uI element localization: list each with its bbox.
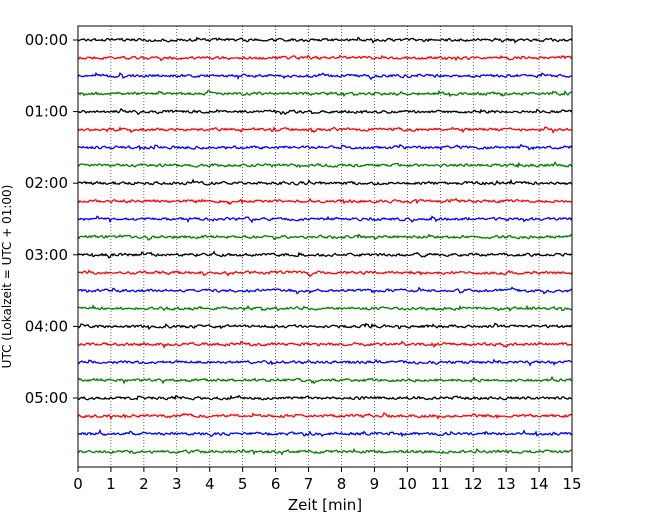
trace-00:30 <box>77 71 573 81</box>
x-axis-label: Zeit [min] <box>288 496 362 514</box>
x-axis-ticks: 0 1 2 3 4 5 6 7 8 9 10 11 12 13 14 15 <box>73 467 582 493</box>
x-tick-label: 14 <box>530 475 549 493</box>
grid-lines <box>110 26 540 467</box>
x-tick-label: 2 <box>139 475 149 493</box>
trace-01:15 <box>77 125 573 134</box>
trace-04:45 <box>77 375 573 385</box>
trace-01:45 <box>77 161 573 169</box>
x-tick-label: 1 <box>106 475 116 493</box>
trace-01:30 <box>77 143 573 152</box>
trace-05:00 <box>77 394 573 401</box>
x-tick-label: 11 <box>431 475 450 493</box>
x-tick-label: 10 <box>398 475 417 493</box>
x-tick-label: 5 <box>238 475 248 493</box>
x-tick-label: 0 <box>73 475 83 493</box>
trace-02:30 <box>77 215 573 224</box>
trace-03:00 <box>77 250 573 259</box>
x-tick-label: 7 <box>304 475 314 493</box>
trace-05:30 <box>77 428 573 438</box>
trace-03:15 <box>77 269 573 278</box>
trace-02:45 <box>77 233 573 241</box>
y-tick-label: 00:00 <box>25 31 68 49</box>
y-axis-ticks: 00:00 01:00 02:00 03:00 04:00 05:00 <box>25 31 78 407</box>
trace-05:15 <box>77 411 573 421</box>
trace-03:30 <box>77 286 573 295</box>
trace-02:00 <box>77 178 573 186</box>
x-tick-label: 4 <box>205 475 215 493</box>
plot-frame <box>77 25 573 468</box>
y-tick-label: 05:00 <box>25 389 68 407</box>
y-tick-label: 03:00 <box>25 246 68 264</box>
trace-04:15 <box>77 340 573 349</box>
trace-04:00 <box>77 322 573 331</box>
x-tick-label: 9 <box>370 475 380 493</box>
trace-00:15 <box>77 54 573 62</box>
trace-01:00 <box>77 108 573 116</box>
trace-04:30 <box>77 358 573 367</box>
x-tick-label: 13 <box>497 475 516 493</box>
trace-00:45 <box>77 89 573 98</box>
trace-05:45 <box>77 447 573 456</box>
y-tick-label: 01:00 <box>25 103 68 121</box>
x-tick-label: 15 <box>562 475 581 493</box>
y-tick-label: 02:00 <box>25 174 68 192</box>
seismogram-traces <box>77 36 573 456</box>
y-axis-label: UTC (Lokalzeit = UTC + 01:00) <box>0 185 14 369</box>
x-tick-label: 6 <box>271 475 281 493</box>
x-tick-label: 12 <box>464 475 483 493</box>
trace-03:45 <box>77 304 573 312</box>
trace-00:00 <box>77 36 573 44</box>
trace-02:15 <box>77 197 573 206</box>
y-tick-label: 04:00 <box>25 317 68 335</box>
x-tick-label: 3 <box>172 475 182 493</box>
x-tick-label: 8 <box>337 475 347 493</box>
